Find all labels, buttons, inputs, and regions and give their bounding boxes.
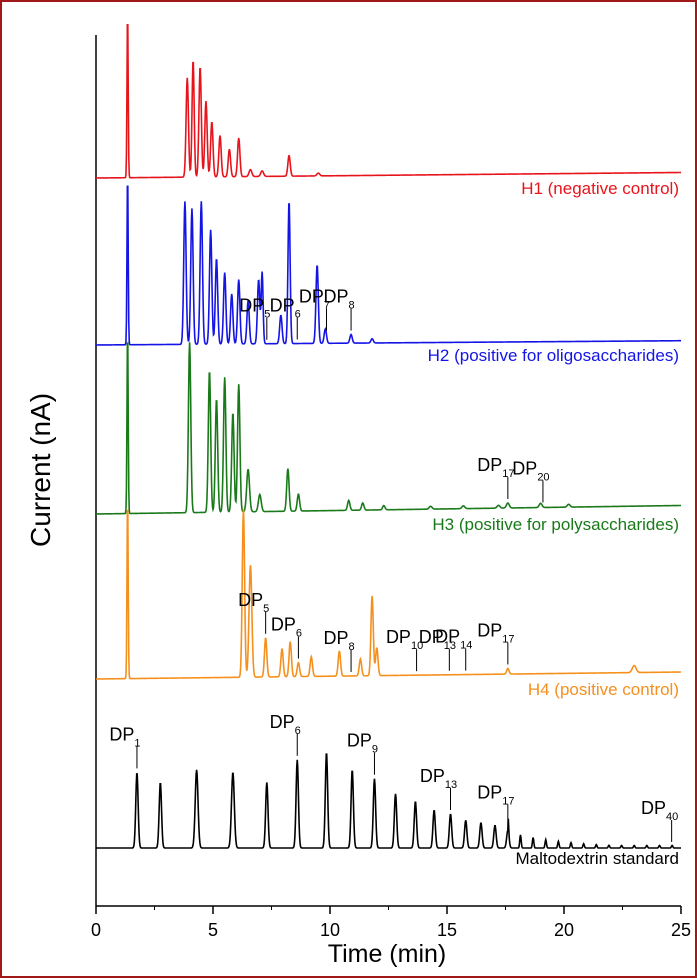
trace-5: Maltodextrin standard DP1 DP6 DP9 DP13 DP17 DP…	[96, 712, 681, 868]
dp-annotation: DP8	[323, 287, 354, 312]
trace-name-label: H1 (negative control)	[521, 179, 679, 198]
dp-annotation: DP10	[386, 627, 423, 652]
trace-name-label: H3 (positive for polysaccharides)	[432, 515, 679, 534]
trace-line	[96, 185, 681, 346]
trace-2: H2 (positive for oligosaccharides) DP5 DP6…	[96, 185, 681, 365]
trace-3: H3 (positive for polysaccharides) DP17DP2…	[95, 342, 682, 534]
dp-annotation: DP7	[299, 287, 330, 312]
dp-annotation: DP1	[109, 724, 140, 749]
dp-annotation: DP40	[641, 798, 678, 823]
axes: 0 5 10 15 20 25	[91, 35, 691, 940]
dp-annotation: DP6	[270, 712, 301, 737]
trace-name-label: H2 (positive for oligosaccharides)	[428, 346, 679, 365]
dp-annotation: DP5	[239, 296, 270, 321]
dp-annotation: DP6	[271, 615, 302, 640]
dp-annotation: DP6	[270, 296, 301, 321]
x-tick-label: 20	[554, 920, 574, 940]
x-tick-label: 10	[320, 920, 340, 940]
x-tick-label: 5	[208, 920, 218, 940]
x-tick-label: 0	[91, 920, 101, 940]
trace-line	[95, 342, 682, 515]
traces: H1 (negative control)H2 (positive for ol…	[95, 24, 682, 868]
dp-annotation: DP17	[477, 620, 514, 645]
x-axis-label: Time (min)	[328, 940, 447, 968]
dp-annotation: DP9	[347, 731, 378, 756]
dp-annotation: DP14	[435, 627, 472, 652]
dp-annotation: DP17	[477, 455, 514, 480]
dp-annotation: DP5	[238, 590, 269, 615]
dp-annotation: DP20	[512, 458, 549, 483]
dp-annotation: DP8	[323, 628, 354, 653]
x-tick-label: 15	[437, 920, 457, 940]
trace-line	[95, 509, 682, 680]
trace-line	[96, 24, 681, 179]
dp-annotation: DP13	[420, 766, 457, 791]
trace-line	[96, 753, 681, 849]
trace-name-label: Maltodextrin standard	[516, 849, 679, 868]
trace-1: H1 (negative control)	[96, 24, 681, 198]
dp-annotation: DP17	[477, 782, 514, 807]
y-axis-label: Current (nA)	[25, 393, 56, 547]
trace-name-label: H4 (positive control)	[528, 680, 679, 699]
dp-annotation: DP13	[419, 627, 456, 652]
x-tick-label: 25	[671, 920, 691, 940]
